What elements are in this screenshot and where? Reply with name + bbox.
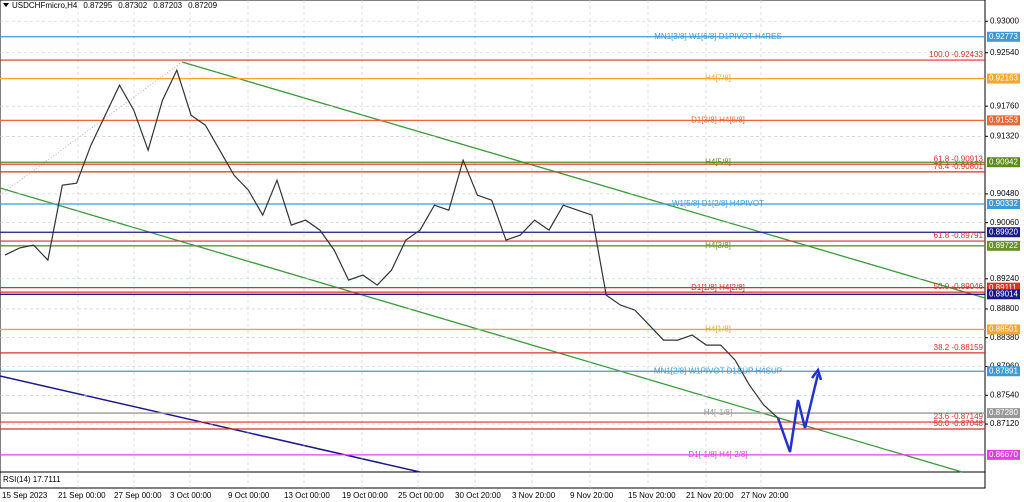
level-label: W1[5/8] D1[2/8] H4PIVOT	[672, 199, 764, 208]
price-tag	[987, 31, 1020, 42]
x-tick-label: 15 Sep 2023	[2, 491, 48, 500]
price-tag-label: 0.92163	[989, 74, 1018, 83]
ohlc-value: 0.87203	[153, 1, 182, 10]
y-tick-label: 0.88800	[990, 304, 1019, 313]
price-tag	[987, 289, 1020, 300]
price-line	[4, 68, 779, 419]
y-tick-label: 0.90480	[990, 189, 1019, 198]
price-tag	[987, 240, 1020, 251]
menu-arrow[interactable]	[3, 3, 9, 7]
x-tick-label: 19 Oct 00:00	[342, 491, 388, 500]
price-tag-label: 0.88501	[989, 325, 1018, 334]
level-label: MN1[3/8] W1[6/8] D1PIVOT H4RES	[654, 32, 781, 41]
level-label: H4[-1/8]	[704, 408, 732, 417]
price-tag-label: 0.91553	[989, 115, 1018, 124]
price-tag	[987, 199, 1020, 210]
level-label: MN1[2/8] W1PIVOT D1SUP H4SUP	[654, 366, 782, 375]
price-tag-label: 0.90332	[989, 199, 1018, 208]
level-label: H4[5/8]	[705, 157, 731, 166]
forecast-arrow	[776, 373, 820, 453]
fib-label: 61.8 -0.89791	[934, 231, 984, 240]
price-tag-label: 0.89014	[989, 289, 1018, 298]
price-tag	[987, 227, 1020, 238]
x-tick-label: 9 Oct 00:00	[228, 491, 270, 500]
ohlc-value: 0.87295	[83, 1, 112, 10]
x-tick-label: 3 Oct 00:00	[170, 491, 212, 500]
y-tick-label: 0.87540	[990, 390, 1019, 399]
price-tag	[987, 282, 1020, 293]
price-tag	[987, 115, 1020, 126]
level-label: H4[1/8]	[705, 325, 731, 334]
price-tag	[987, 408, 1020, 419]
price-tag-label: 0.87280	[989, 408, 1018, 417]
fib-label: 100.0 -0.92433	[929, 50, 983, 59]
price-tag-label: 0.89920	[989, 227, 1018, 236]
price-tag-label: 0.87891	[989, 366, 1018, 375]
fib-label: 50.0 -0.89046	[934, 282, 984, 291]
ohlc-value: 0.87302	[118, 1, 147, 10]
plot-frame	[0, 0, 986, 489]
price-tag	[987, 449, 1020, 460]
price-tag-label: 0.92773	[989, 32, 1018, 41]
x-tick-label: 15 Nov 20:00	[628, 491, 676, 500]
level-label: D1[3/8] H4[6/8]	[691, 115, 745, 124]
x-tick-label: 27 Nov 20:00	[741, 491, 789, 500]
fib-label: 38.2 -0.88159	[934, 343, 984, 352]
x-tick-label: 13 Oct 00:00	[284, 491, 330, 500]
level-label: D1[-1/8] H4[-2/8]	[688, 450, 747, 459]
level-label: D1[1/8] H4[2/8]	[691, 283, 745, 292]
price-tag	[987, 157, 1020, 168]
y-tick-label: 0.91760	[990, 101, 1019, 110]
fib-label: 50.0 -0.87048	[934, 419, 984, 428]
x-tick-label: 25 Oct 00:00	[398, 491, 444, 500]
y-tick-label: 0.88380	[990, 333, 1019, 342]
price-tag-label: 0.86670	[989, 450, 1018, 459]
level-label: H4[7/8]	[705, 74, 731, 83]
y-tick-label: 0.91320	[990, 131, 1019, 140]
symbol: USDCHFmicro,H4	[12, 1, 78, 10]
ohlc-value: 0.87209	[188, 1, 217, 10]
x-tick-label: 21 Sep 00:00	[58, 491, 106, 500]
fib-label: 76.4 -0.90801	[934, 162, 984, 171]
x-tick-label: 27 Sep 00:00	[114, 491, 162, 500]
price-tag-label: 0.89111	[989, 283, 1017, 292]
price-tag-label: 0.90942	[989, 157, 1018, 166]
y-tick-label: 0.89240	[990, 274, 1019, 283]
x-tick-label: 30 Oct 20:00	[455, 491, 501, 500]
arrow-head	[811, 367, 823, 381]
y-tick-label: 0.87960	[990, 362, 1019, 371]
price-tag	[987, 324, 1020, 335]
x-tick-label: 21 Nov 20:00	[686, 491, 734, 500]
y-tick-label: 0.92540	[990, 48, 1019, 57]
level-label: H4[3/8]	[705, 241, 731, 250]
price-tag	[987, 366, 1020, 377]
price-tag-label: 0.89722	[989, 241, 1018, 250]
x-tick-label: 9 Nov 20:00	[570, 491, 614, 500]
price-tag	[987, 73, 1020, 84]
fib-label: 23.6 -0.87149	[934, 412, 984, 421]
y-tick-label: 0.90060	[990, 218, 1019, 227]
fib-label: 61.8 -0.90913	[934, 154, 984, 163]
header: USDCHFmicro,H4 0.87295 0.87302 0.87203 0.872…	[12, 1, 218, 10]
indicator-label: RSI(14) 17.7111	[3, 475, 61, 484]
channel-upper	[181, 61, 986, 299]
y-tick-label: 0.87120	[990, 419, 1019, 428]
y-tick-label: 0.93000	[990, 16, 1019, 25]
x-tick-label: 3 Nov 20:00	[512, 491, 556, 500]
